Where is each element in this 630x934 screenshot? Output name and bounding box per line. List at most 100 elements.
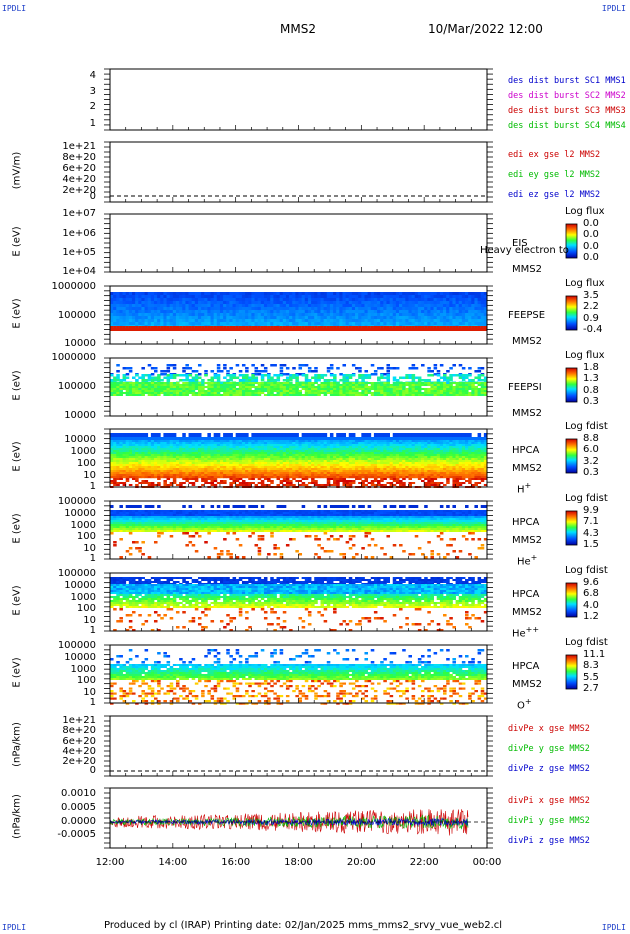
heatmap-cell bbox=[301, 313, 306, 317]
heatmap-cell bbox=[131, 450, 136, 453]
heatmap-cell bbox=[232, 313, 237, 317]
heatmap-cell bbox=[373, 388, 378, 390]
heatmap-cell bbox=[370, 373, 375, 376]
heatmap-cell bbox=[216, 298, 221, 302]
heatmap-cell bbox=[263, 478, 268, 480]
heatmap-cell bbox=[141, 458, 145, 461]
heatmap-cell bbox=[307, 470, 312, 473]
heatmap-cell bbox=[182, 382, 186, 384]
heatmap-cell bbox=[399, 319, 403, 323]
heatmap-cell bbox=[197, 433, 202, 437]
heatmap-cell bbox=[326, 388, 331, 390]
heatmap-cell bbox=[317, 452, 321, 455]
heatmap-cell bbox=[461, 390, 466, 392]
heatmap-cell bbox=[163, 472, 167, 475]
heatmap-cell bbox=[188, 472, 193, 475]
heatmap-cell bbox=[245, 448, 249, 451]
heatmap-cell bbox=[449, 326, 453, 331]
heatmap-cell bbox=[150, 394, 155, 396]
heatmap-cell bbox=[449, 394, 453, 396]
heatmap-cell bbox=[141, 319, 145, 323]
heatmap-cell bbox=[172, 374, 177, 377]
heatmap-cell bbox=[342, 470, 347, 473]
heatmap-cell bbox=[135, 295, 139, 299]
heatmap-cell bbox=[395, 390, 400, 392]
heatmap-cell bbox=[304, 376, 309, 379]
heatmap-cell bbox=[377, 392, 381, 394]
heatmap-cell bbox=[282, 456, 287, 459]
heatmap-cell bbox=[207, 442, 211, 445]
heatmap-cell bbox=[421, 298, 425, 302]
heatmap-cell bbox=[323, 454, 328, 457]
heatmap-cell bbox=[267, 456, 271, 459]
heatmap-cell bbox=[351, 440, 356, 443]
heatmap-cell bbox=[399, 442, 403, 445]
heatmap-cell bbox=[373, 384, 378, 386]
heatmap-cell bbox=[455, 384, 460, 386]
heatmap-cell bbox=[204, 382, 208, 384]
heatmap-cell bbox=[185, 301, 189, 305]
heatmap-cell bbox=[323, 390, 328, 392]
heatmap-cell bbox=[241, 462, 246, 465]
heatmap-cell bbox=[483, 310, 488, 314]
heatmap-cell bbox=[279, 295, 284, 299]
heatmap-cell bbox=[358, 388, 362, 390]
heatmap-cell bbox=[251, 474, 255, 477]
heatmap-cell bbox=[179, 379, 183, 382]
heatmap-cell bbox=[182, 384, 186, 386]
heatmap-cell bbox=[273, 394, 277, 396]
heatmap-cell bbox=[122, 458, 127, 461]
heatmap-cell bbox=[279, 437, 284, 440]
heatmap-cell bbox=[116, 472, 120, 475]
heatmap-cell bbox=[480, 326, 485, 331]
heatmap-cell bbox=[163, 370, 167, 373]
heatmap-cell bbox=[329, 301, 334, 305]
heatmap-cell bbox=[135, 458, 139, 461]
heatmap-cell bbox=[317, 326, 321, 331]
heatmap-cell bbox=[279, 370, 284, 373]
heatmap-cell bbox=[191, 386, 196, 388]
heatmap-cell bbox=[392, 474, 397, 477]
heatmap-cell bbox=[197, 464, 202, 467]
heatmap-cell bbox=[128, 437, 133, 440]
heatmap-cell bbox=[342, 452, 347, 455]
heatmap-cell bbox=[113, 458, 117, 461]
heatmap-cell bbox=[128, 322, 133, 326]
heatmap-cell bbox=[295, 440, 299, 443]
heatmap-cell bbox=[323, 444, 328, 447]
heatmap-cell bbox=[119, 394, 123, 396]
heatmap-cell bbox=[232, 301, 237, 305]
heatmap-cell bbox=[314, 292, 318, 296]
heatmap-cell bbox=[361, 433, 365, 437]
heatmap-cell bbox=[194, 468, 199, 471]
heatmap-cell bbox=[314, 448, 318, 451]
heatmap-cell bbox=[141, 448, 145, 451]
heatmap-cell bbox=[267, 386, 271, 388]
heatmap-cell bbox=[166, 433, 171, 437]
heatmap-cell bbox=[364, 322, 369, 326]
heatmap-cell bbox=[182, 456, 186, 459]
heatmap-cell bbox=[116, 307, 120, 311]
heatmap-cell bbox=[329, 392, 334, 394]
heatmap-cell bbox=[377, 472, 381, 475]
heatmap-cell bbox=[194, 319, 199, 323]
heatmap-cell bbox=[160, 370, 164, 373]
heatmap-cell bbox=[446, 319, 450, 323]
heatmap-cell bbox=[188, 460, 193, 463]
heatmap-cell bbox=[301, 437, 306, 440]
heatmap-cell bbox=[238, 326, 243, 331]
heatmap-cell bbox=[289, 452, 293, 455]
heatmap-cell bbox=[270, 382, 274, 384]
heatmap-cell bbox=[267, 394, 271, 396]
heatmap-cell bbox=[163, 319, 167, 323]
heatmap-cell bbox=[465, 382, 469, 384]
heatmap-cell bbox=[251, 458, 255, 461]
heatmap-cell bbox=[339, 313, 343, 317]
heatmap-cell bbox=[405, 295, 409, 299]
heatmap-cell bbox=[358, 454, 362, 457]
heatmap-cell bbox=[477, 382, 482, 384]
heatmap-cell bbox=[465, 388, 469, 390]
heatmap-cell bbox=[160, 313, 164, 317]
heatmap-cell bbox=[153, 388, 158, 390]
heatmap-cell bbox=[282, 364, 287, 367]
